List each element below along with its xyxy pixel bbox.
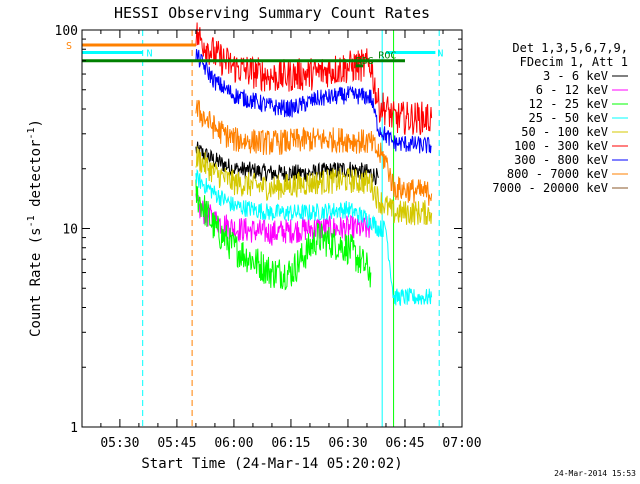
flag-label-n: N: [437, 49, 443, 60]
legend-entry-label: 7000 - 20000 keV: [492, 181, 608, 195]
y-axis-label: Count Rate (s-1 detector-1): [26, 119, 44, 337]
x-axis-label: Start Time (24-Mar-14 05:20:02): [141, 456, 402, 472]
legend-entry-label: 6 - 12 keV: [536, 83, 608, 97]
legend-entry-label: 100 - 300 keV: [514, 139, 608, 153]
generation-timestamp: 24-Mar-2014 15:53: [554, 469, 636, 478]
x-tick-label: 06:45: [385, 436, 424, 451]
series-line-50-100-keV: [195, 146, 433, 226]
flag-label-s: S: [66, 41, 72, 52]
flag-label-roc: ROC: [378, 51, 396, 62]
legend-entry-label: 800 - 7000 keV: [507, 167, 608, 181]
legend-entry-label: 50 - 100 keV: [521, 125, 608, 139]
x-tick-label: 05:45: [157, 436, 196, 451]
x-axis: 05:30 05:45 06:00 06:15 06:30 06:45 07:00: [100, 30, 482, 451]
chart-title: HESSI Observing Summary Count Rates: [114, 4, 430, 22]
x-tick-label: 06:15: [271, 436, 310, 451]
legend-entry-label: 3 - 6 keV: [543, 69, 608, 83]
series-line-300-800-keV: [195, 49, 432, 154]
legend-header-line-2: FDecim 1, Att 1: [520, 55, 628, 69]
y-tick-label: 10: [62, 223, 78, 238]
x-tick-label: 05:30: [100, 436, 139, 451]
series-line-100-300-keV: [195, 22, 433, 135]
legend-entry-label: 25 - 50 keV: [529, 111, 608, 125]
y-tick-label: 100: [55, 24, 78, 39]
series-line-12-25-keV: [195, 179, 372, 291]
flag-label-rdg: RDG: [356, 56, 374, 67]
legend-entry-label: 12 - 25 keV: [529, 97, 608, 111]
x-tick-label: 07:00: [442, 436, 481, 451]
flag-label-n: N: [146, 49, 152, 60]
y-tick-label: 1: [70, 421, 78, 436]
x-tick-label: 06:30: [328, 436, 367, 451]
legend: Det 1,3,5,6,7,9, FDecim 1, Att 1 3 - 6 k…: [492, 41, 628, 195]
legend-entry-label: 300 - 800 keV: [514, 153, 608, 167]
y-axis: 1 10 100: [55, 24, 462, 436]
x-tick-label: 06:00: [214, 436, 253, 451]
plot-area: S N N ROC RDG: [66, 22, 443, 427]
series-line-800-7000-keV: [195, 99, 433, 206]
series-line-25-50-keV: [195, 168, 433, 306]
legend-header-line-1: Det 1,3,5,6,7,9,: [512, 41, 628, 55]
